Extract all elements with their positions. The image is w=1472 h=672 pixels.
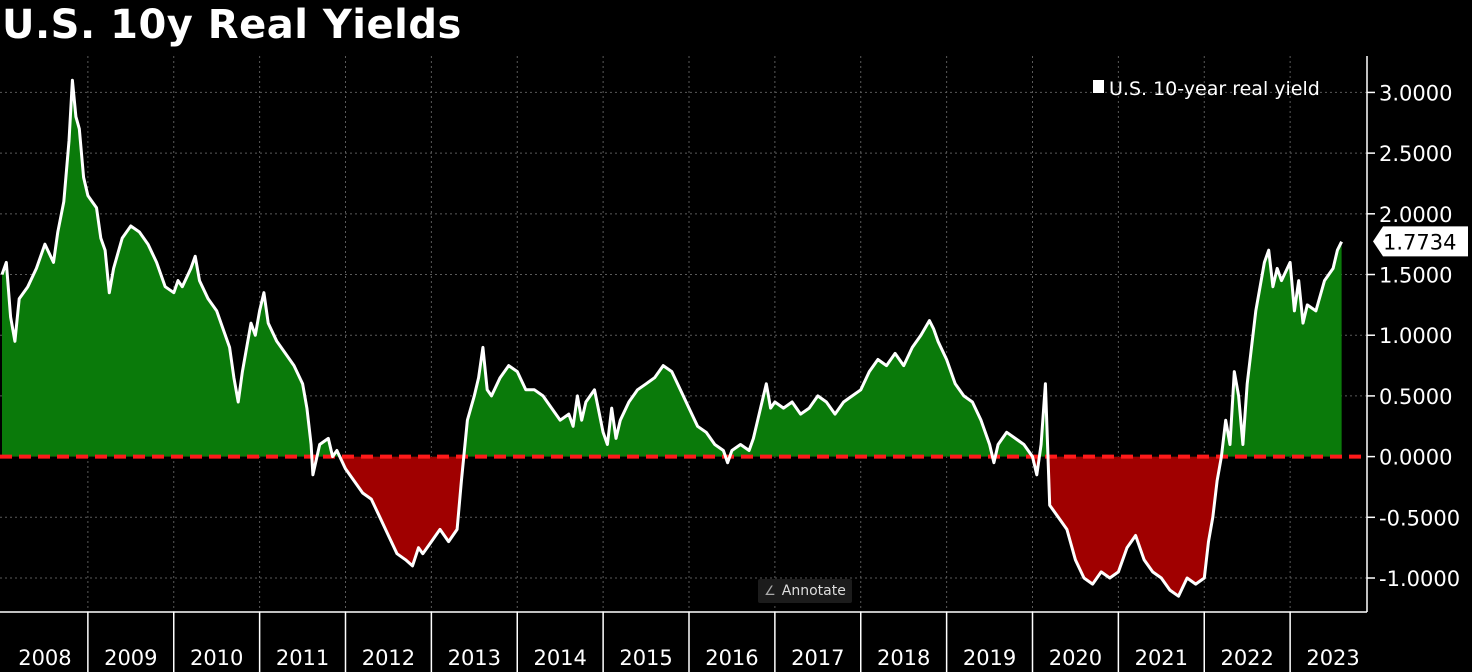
- y-tick-label-5: 0.5000: [1379, 385, 1452, 409]
- x-tick-label-15: 2023: [1306, 646, 1359, 670]
- legend-swatch: [1093, 80, 1104, 93]
- chart-title: U.S. 10y Real Yields: [2, 2, 462, 48]
- y-tick-label-2: 2.0000: [1379, 203, 1452, 227]
- x-tick-label-3: 2011: [276, 646, 329, 670]
- x-tick-label-10: 2018: [877, 646, 930, 670]
- legend-label: U.S. 10-year real yield: [1109, 78, 1320, 100]
- annotate-label: Annotate: [781, 583, 846, 599]
- last-value-label: 1.7734: [1383, 230, 1456, 254]
- x-tick-label-1: 2009: [104, 646, 157, 670]
- y-tick-label-6: 0.0000: [1379, 446, 1452, 470]
- y-tick-label-7: -0.5000: [1379, 506, 1460, 530]
- x-tick-label-7: 2015: [619, 646, 672, 670]
- y-tick-label-8: -1.0000: [1379, 567, 1460, 591]
- x-tick-label-2: 2010: [190, 646, 243, 670]
- axes: [0, 56, 1368, 613]
- x-axis-ticks: 2008 2009 2010 2011 2012 2013 2014 2015 2016 2017…: [18, 612, 1360, 672]
- y-tick-label-1: 2.5000: [1379, 142, 1452, 166]
- x-tick-label-5: 2013: [448, 646, 501, 670]
- annotate-button[interactable]: ∠ Annotate: [758, 579, 852, 603]
- area-fills: [2, 80, 1342, 597]
- x-tick-label-13: 2021: [1135, 646, 1188, 670]
- y-tick-label-3: 1.5000: [1379, 264, 1452, 288]
- y-tick-label-0: 3.0000: [1379, 81, 1452, 105]
- series-line-us-10y-real-yield: [0, 78, 1343, 598]
- x-tick-label-11: 2019: [963, 646, 1016, 670]
- last-value-marker: 1.7734: [1373, 226, 1468, 257]
- positive-area-fill: [2, 80, 1342, 457]
- y-tick-label-4: 1.0000: [1379, 324, 1452, 348]
- x-tick-label-12: 2020: [1049, 646, 1102, 670]
- legend: U.S. 10-year real yield: [1093, 78, 1320, 100]
- pencil-icon: ∠: [764, 584, 776, 599]
- last-value-box: [1373, 226, 1468, 257]
- x-tick-label-4: 2012: [362, 646, 415, 670]
- x-tick-label-8: 2016: [705, 646, 758, 670]
- negative-area-fill: [311, 456, 1222, 597]
- x-tick-label-14: 2022: [1220, 646, 1273, 670]
- y-axis-ticks: 3.0000 2.5000 2.0000 1.5000 1.0000 0.5000 0.00…: [1367, 81, 1460, 591]
- x-tick-label-9: 2017: [791, 646, 844, 670]
- x-tick-label-0: 2008: [18, 646, 71, 670]
- x-tick-label-6: 2014: [533, 646, 586, 670]
